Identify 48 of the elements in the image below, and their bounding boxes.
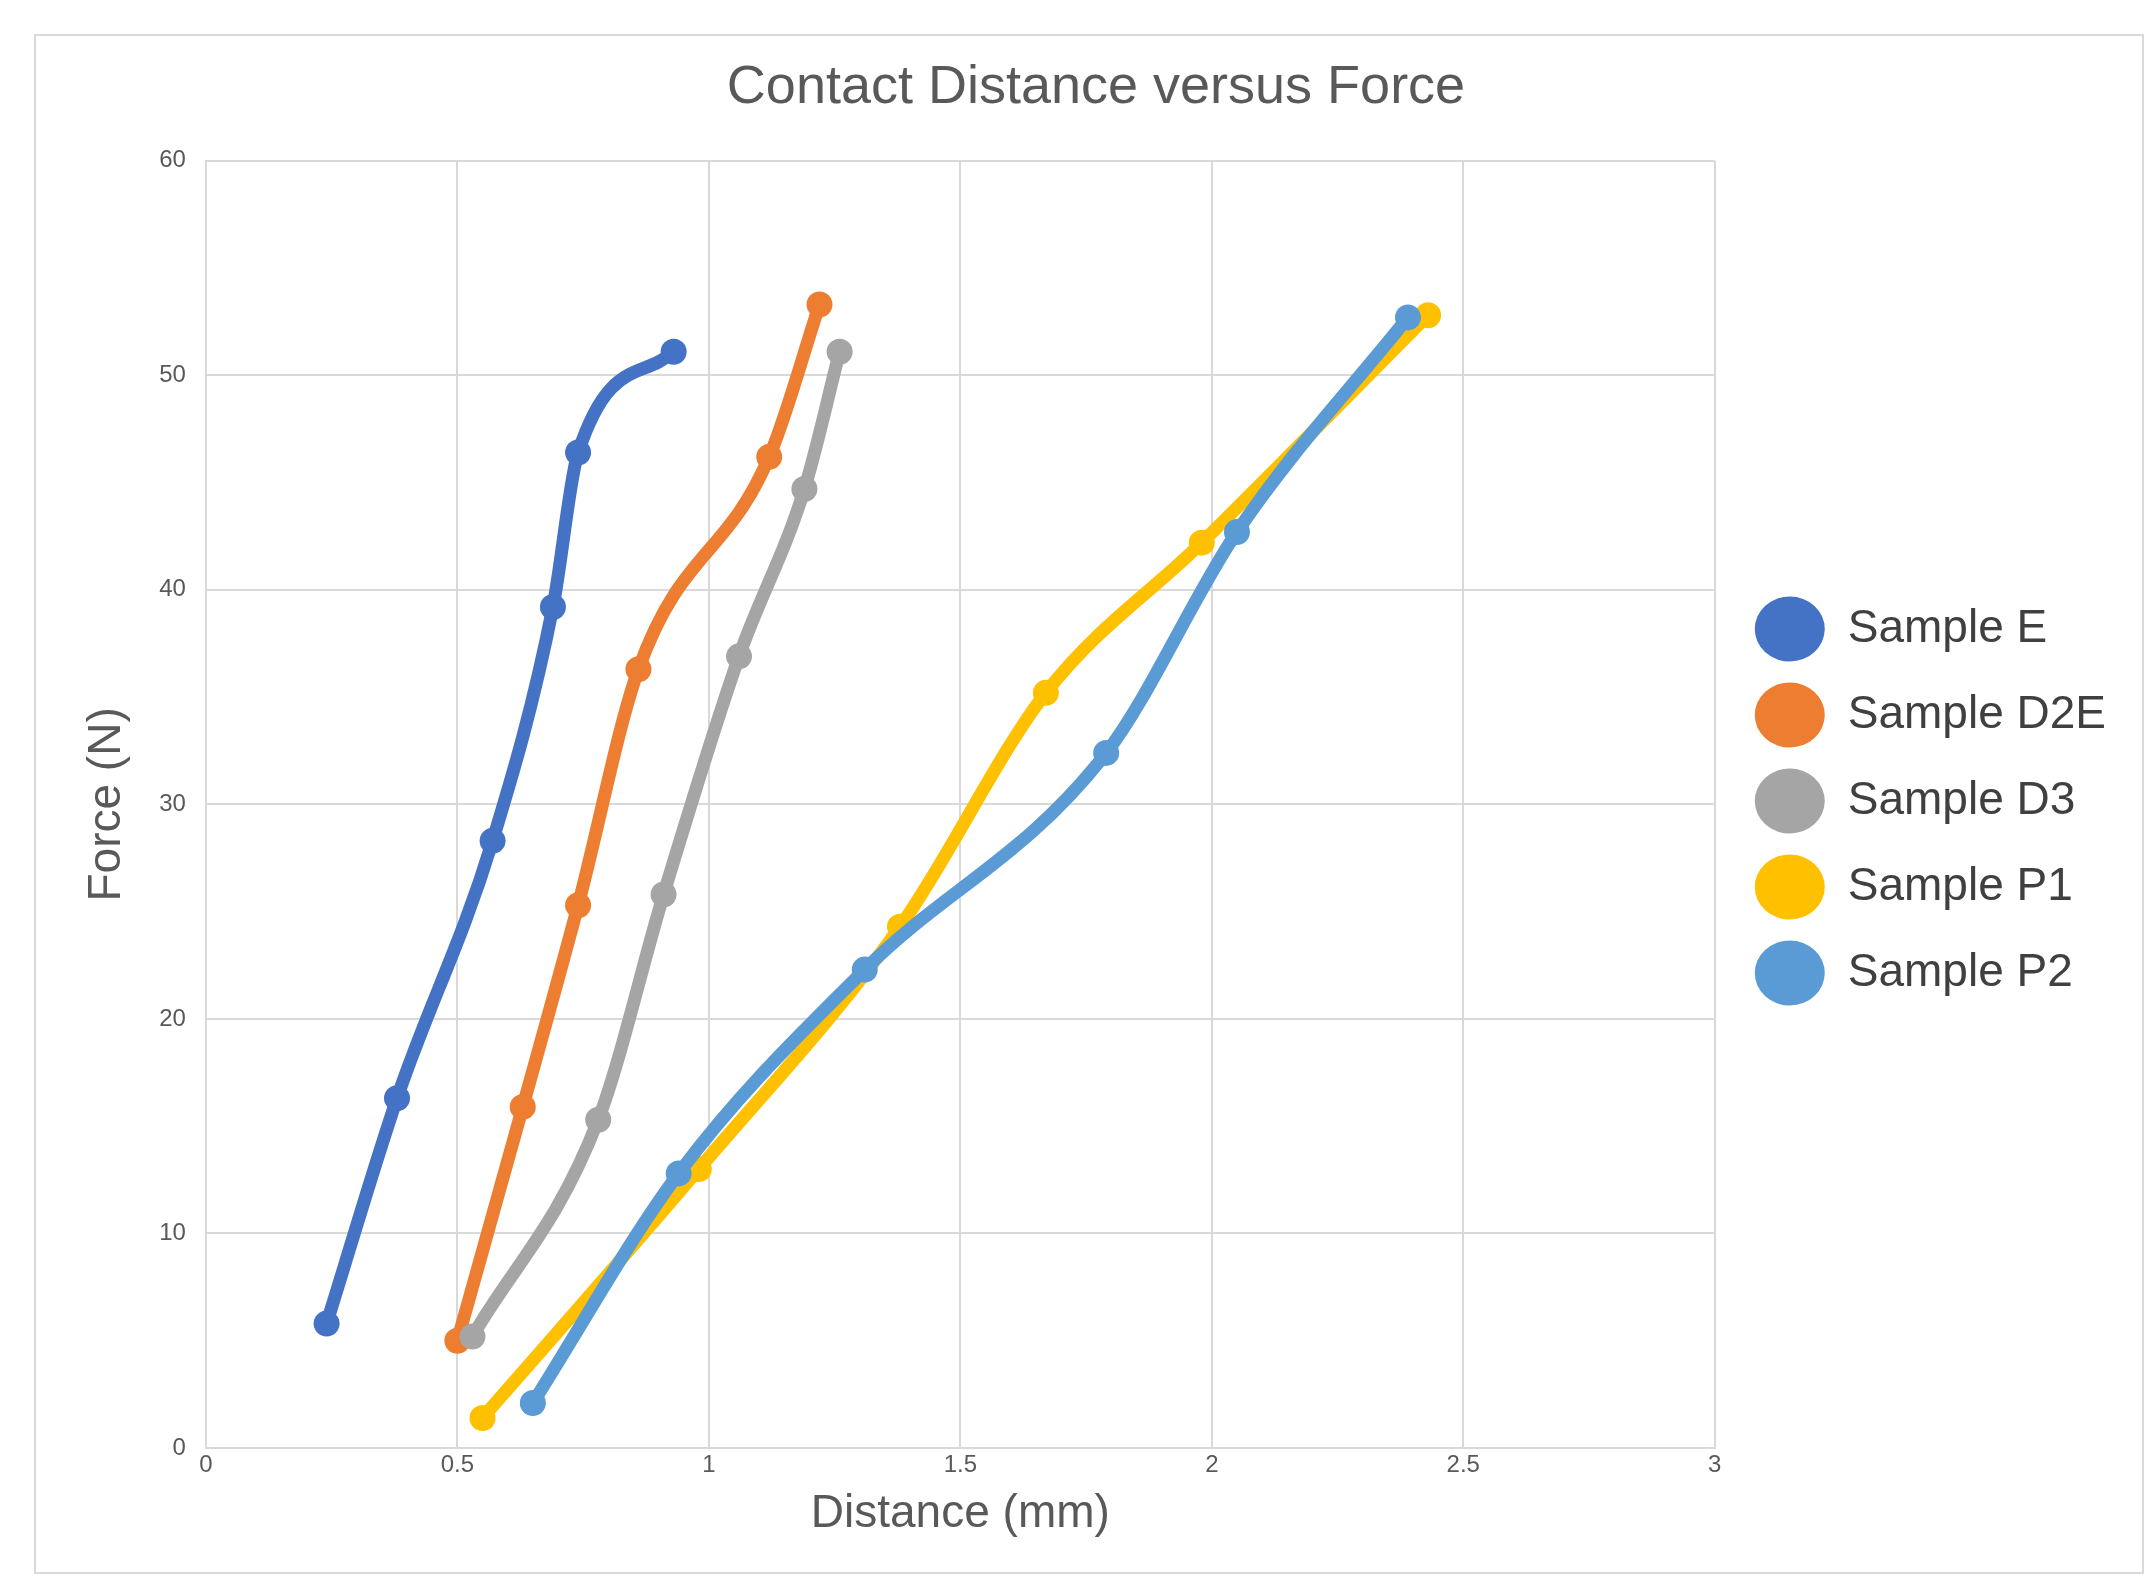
point: [384, 1085, 411, 1112]
point: [469, 1404, 496, 1431]
y-tick-label: 0: [172, 1432, 186, 1460]
point: [459, 1323, 486, 1350]
point: [650, 881, 677, 908]
chart-title: Contact Distance versus Force: [726, 54, 1466, 115]
point: [726, 643, 753, 670]
x-tick-label: 3: [1708, 1450, 1722, 1478]
legend-label: Sample P1: [1847, 857, 2073, 910]
point: [1223, 518, 1250, 545]
x-tick-label: 2.5: [1446, 1450, 1480, 1478]
legend-label: Sample P2: [1847, 943, 2073, 996]
point: [1093, 739, 1120, 766]
point: [806, 291, 833, 318]
y-tick-label: 40: [159, 574, 186, 602]
legend-label: Sample E: [1847, 599, 2048, 652]
point: [756, 443, 783, 470]
point: [660, 338, 687, 365]
point: [791, 476, 818, 503]
y-tick-label: 50: [159, 359, 186, 387]
y-tick-label: 10: [159, 1218, 186, 1246]
point: [826, 338, 853, 365]
point: [509, 1093, 536, 1120]
point: [1032, 679, 1059, 706]
y-tick-label: 60: [159, 145, 186, 173]
y-tick-label: 30: [159, 789, 186, 817]
point: [565, 439, 592, 466]
point: [625, 656, 652, 683]
point: [851, 956, 878, 983]
x-tick-label: 0: [199, 1450, 213, 1478]
point: [1188, 529, 1215, 556]
point: [313, 1310, 340, 1337]
point: [585, 1106, 612, 1133]
point: [565, 892, 592, 919]
x-axis-title: Distance (mm): [810, 1485, 1110, 1538]
x-tick-label: 0.5: [440, 1450, 475, 1478]
x-tick-label: 1: [702, 1450, 716, 1478]
point: [519, 1389, 546, 1416]
legend-label: Sample D2E: [1847, 685, 2106, 738]
point: [479, 827, 506, 854]
point: [1394, 304, 1421, 331]
point: [665, 1160, 692, 1187]
point: [539, 594, 566, 621]
y-axis-title: Force (N): [78, 707, 131, 902]
legend-label: Sample D3: [1847, 771, 2076, 824]
x-tick-label: 2: [1205, 1450, 1219, 1478]
x-tick-label: 1.5: [943, 1450, 978, 1478]
y-tick-label: 20: [159, 1003, 186, 1031]
